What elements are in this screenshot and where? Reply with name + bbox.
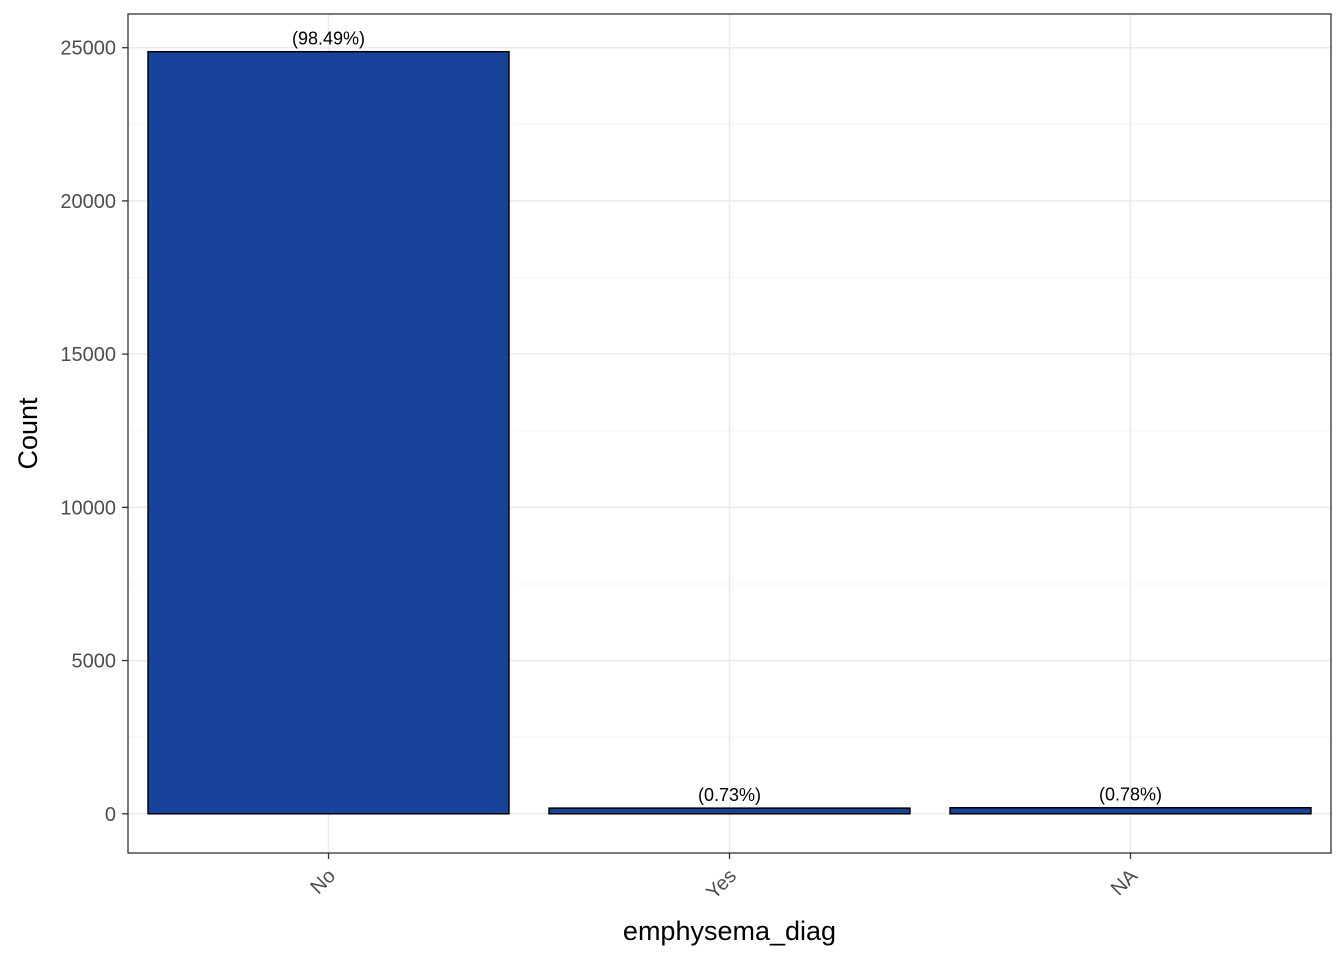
- y-tick-label: 15000: [60, 344, 116, 366]
- bar: [949, 806, 1312, 815]
- bar-value-label: (0.73%): [698, 785, 761, 805]
- bars: [147, 50, 1312, 815]
- y-axis-title: Count: [13, 397, 43, 470]
- bar: [548, 807, 911, 815]
- y-tick-label: 5000: [72, 651, 117, 673]
- y-tick-label: 20000: [60, 191, 116, 213]
- y-tick-label: 10000: [60, 497, 116, 519]
- y-tick-label: 25000: [60, 38, 116, 60]
- bar-value-labels: (98.49%) (0.73%) (0.78%): [292, 29, 1162, 805]
- bar: [147, 50, 510, 815]
- y-axis: 0 5000 10000 15000 20000 25000: [60, 38, 128, 826]
- x-axis-title: emphysema_diag: [623, 916, 836, 946]
- y-tick-label: 0: [105, 804, 116, 826]
- bar-value-label: (0.78%): [1099, 785, 1162, 805]
- bar-value-label: (98.49%): [292, 29, 365, 49]
